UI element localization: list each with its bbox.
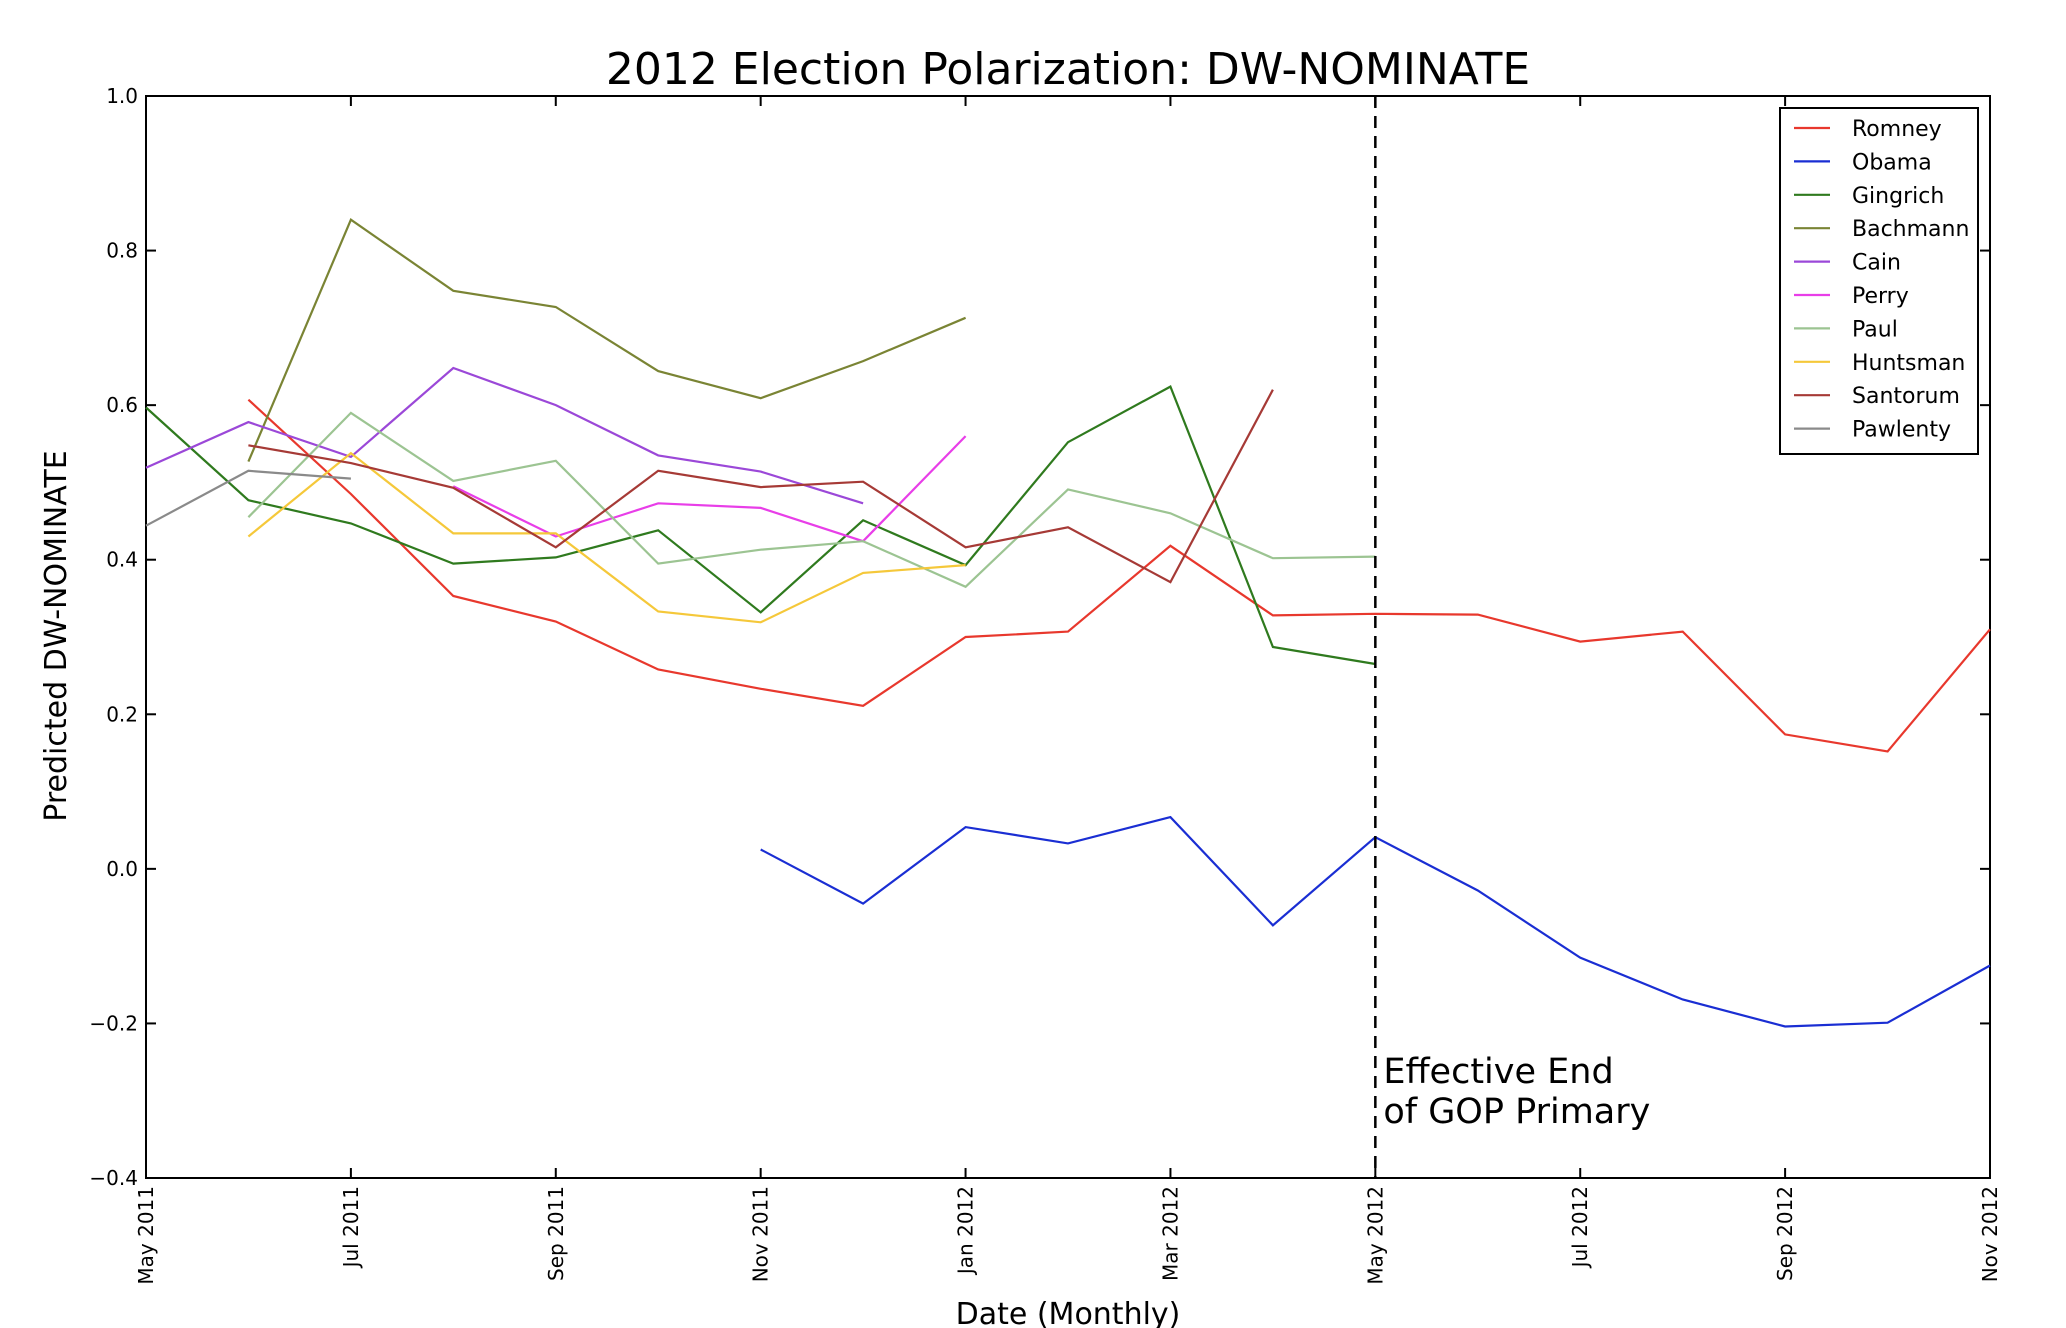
y-tick-label: 1.0 (106, 84, 138, 108)
chart-title: 2012 Election Polarization: DW-NOMINATE (606, 44, 1530, 95)
series-line-cain (145, 366, 864, 505)
series-huntsman (247, 451, 966, 624)
legend-label-perry: Perry (1852, 284, 1909, 309)
x-tick-label: Jan 2012 (954, 1186, 978, 1276)
legend-item-obama: Obama (1794, 150, 1932, 175)
series-line-pawlenty (145, 469, 351, 527)
x-tick-label: May 2012 (1363, 1186, 1387, 1285)
y-tick-label: −0.4 (89, 1166, 138, 1190)
x-tick-label: May 2011 (134, 1186, 158, 1285)
x-tick-label: Jul 2012 (1568, 1186, 1592, 1269)
y-tick-label: 0.2 (106, 702, 138, 726)
series-romney (247, 398, 1991, 753)
legend-label-bachmann: Bachmann (1852, 217, 1969, 242)
series-line-gingrich (145, 385, 1376, 666)
legend-label-gingrich: Gingrich (1852, 184, 1944, 209)
legend: Romney Obama Gingrich Bachmann Cain Perry Paul… (1779, 107, 1979, 455)
series-paul (247, 411, 1376, 589)
series-line-bachmann (247, 218, 967, 463)
annotation-line-2: of GOP Primary (1383, 1092, 1650, 1132)
y-tick-label: 0.6 (106, 393, 138, 417)
primary-end-annotation: Effective End of GOP Primary (1383, 1052, 1650, 1132)
y-tick-label: 0.4 (106, 548, 138, 572)
legend-label-obama: Obama (1852, 150, 1932, 175)
x-tick-label: Nov 2011 (749, 1186, 773, 1282)
series-line-romney (247, 398, 1991, 753)
series-layer (145, 218, 1991, 1028)
y-tick-label: 0.8 (106, 239, 138, 263)
x-tick-label: Sep 2012 (1773, 1186, 1797, 1281)
series-bachmann (247, 218, 967, 463)
plot-frame (145, 95, 1991, 1179)
x-tick-label: Sep 2011 (544, 1186, 568, 1281)
y-tick-label: 0.0 (106, 857, 138, 881)
legend-item-romney: Romney (1794, 117, 1942, 142)
y-axis-label: Predicted DW-NOMINATE (39, 450, 74, 821)
series-cain (145, 366, 864, 505)
legend-item-santorum: Santorum (1794, 384, 1960, 409)
legend-item-huntsman: Huntsman (1794, 351, 1965, 376)
x-axis-label: Date (Monthly) (956, 1297, 1181, 1328)
x-tick-label: Mar 2012 (1158, 1186, 1182, 1281)
legend-label-cain: Cain (1852, 251, 1901, 276)
y-tick-label: −0.2 (89, 1011, 138, 1035)
series-santorum (248, 389, 1274, 584)
legend-frame (1779, 107, 1979, 455)
legend-item-perry: Perry (1794, 284, 1909, 309)
series-pawlenty (145, 469, 351, 527)
plot-area (145, 95, 1991, 1179)
legend-item-pawlenty: Pawlenty (1794, 418, 1951, 443)
legend-item-bachmann: Bachmann (1794, 217, 1969, 242)
legend-label-romney: Romney (1852, 117, 1942, 142)
y-axis: 1.0 0.8 0.6 0.4 0.2 0.0 −0.2 −0.4 (89, 84, 1990, 1190)
series-line-perry (452, 435, 967, 543)
series-perry (452, 435, 967, 543)
legend-label-santorum: Santorum (1852, 384, 1960, 409)
legend-item-cain: Cain (1794, 251, 1901, 276)
legend-item-paul: Paul (1794, 317, 1898, 342)
legend-item-gingrich: Gingrich (1794, 184, 1944, 209)
x-tick-label: Jul 2011 (339, 1186, 363, 1269)
x-axis: May 2011 Jul 2011 Sep 2011 Nov 2011 Jan 2012… (134, 96, 2002, 1285)
legend-label-huntsman: Huntsman (1852, 351, 1965, 376)
series-line-huntsman (247, 451, 966, 624)
series-line-paul (247, 411, 1376, 589)
x-tick-label: Nov 2012 (1978, 1186, 2002, 1282)
series-line-santorum (248, 389, 1274, 584)
series-gingrich (145, 385, 1376, 666)
annotation-layer: Effective End of GOP Primary (1374, 96, 1650, 1178)
annotation-line-1: Effective End (1383, 1052, 1613, 1092)
legend-label-pawlenty: Pawlenty (1852, 418, 1951, 443)
legend-label-paul: Paul (1852, 317, 1898, 342)
